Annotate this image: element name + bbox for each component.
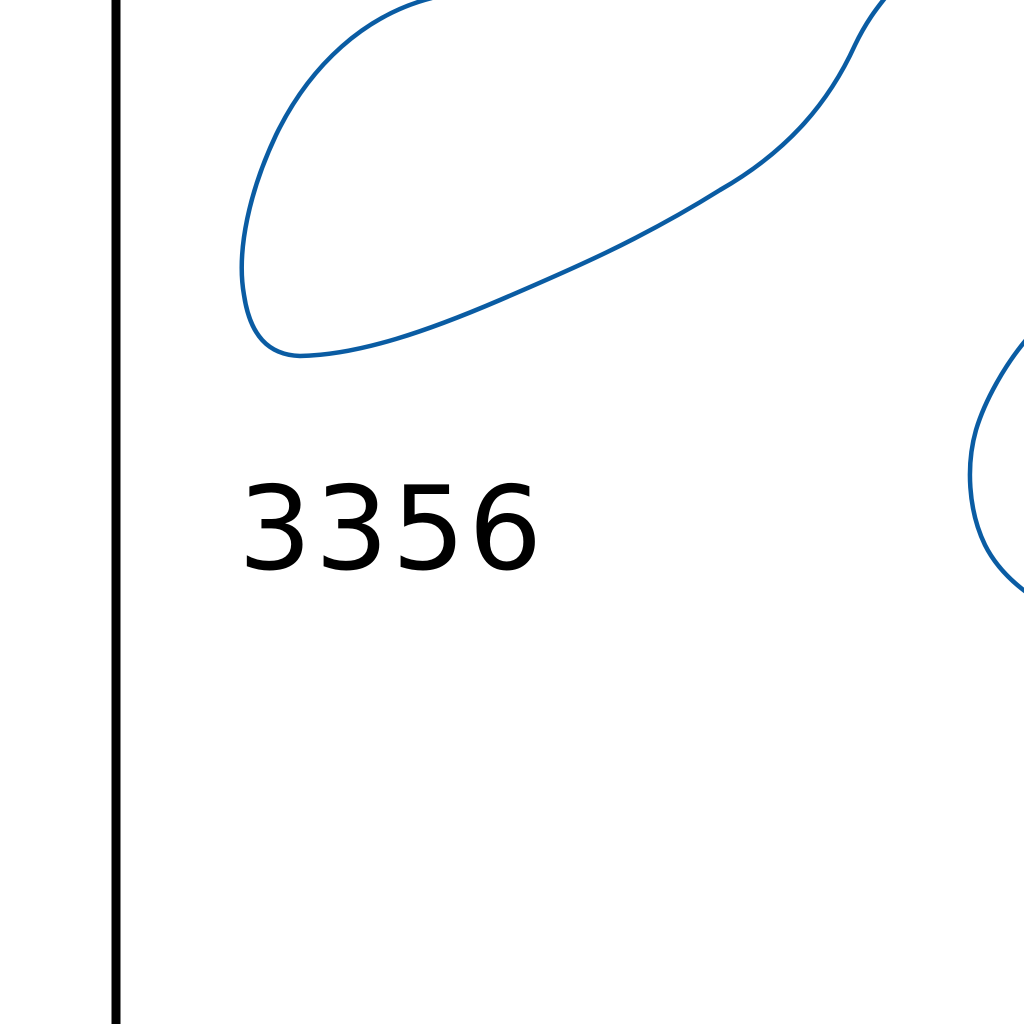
contour-line-upper bbox=[239, 0, 887, 359]
elevation-label: 3356 bbox=[238, 462, 546, 597]
contour-line-right bbox=[967, 338, 1024, 594]
